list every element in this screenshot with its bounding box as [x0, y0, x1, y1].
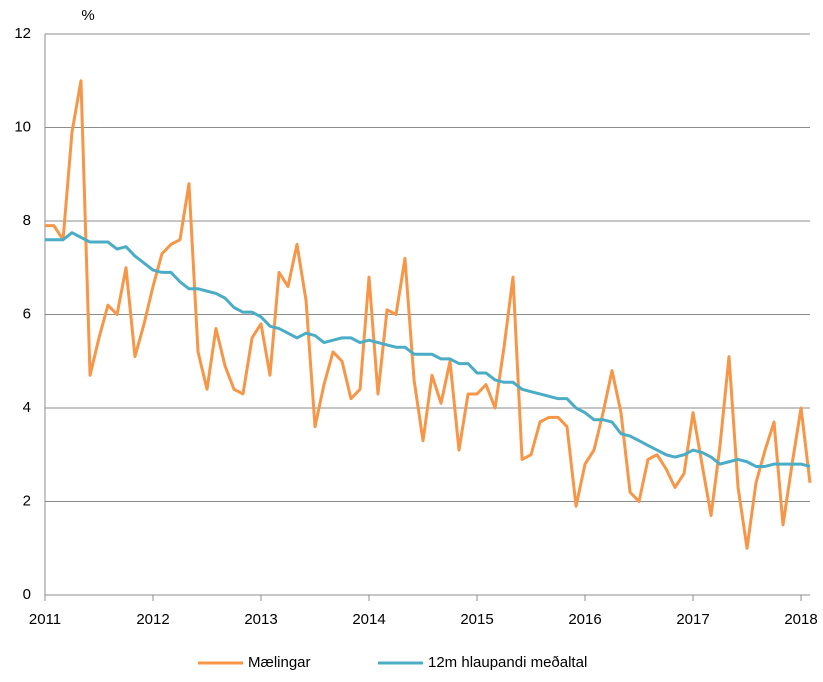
x-tick-label: 2012: [136, 611, 169, 628]
y-tick-label: 6: [23, 305, 31, 322]
x-tick-label: 2017: [676, 611, 709, 628]
x-tick-label: 2018: [784, 611, 817, 628]
x-tick-label: 2014: [352, 611, 385, 628]
legend-label: Mælingar: [248, 654, 311, 671]
x-tick-label: 2011: [29, 611, 61, 628]
y-axis-label: %: [81, 7, 94, 24]
y-tick-label: 0: [23, 586, 31, 603]
x-tick-label: 2013: [244, 611, 277, 628]
legend-label: 12m hlaupandi meðaltal: [428, 654, 587, 671]
y-tick-label: 12: [14, 25, 31, 42]
x-tick-label: 2016: [568, 611, 601, 628]
y-tick-label: 2: [23, 492, 31, 509]
series-line: [45, 231, 811, 468]
series-line: [45, 79, 812, 550]
y-tick-label: 4: [23, 399, 31, 416]
x-tick-label: 2015: [460, 611, 493, 628]
y-tick-label: 8: [23, 212, 31, 229]
y-tick-label: 10: [14, 118, 31, 135]
